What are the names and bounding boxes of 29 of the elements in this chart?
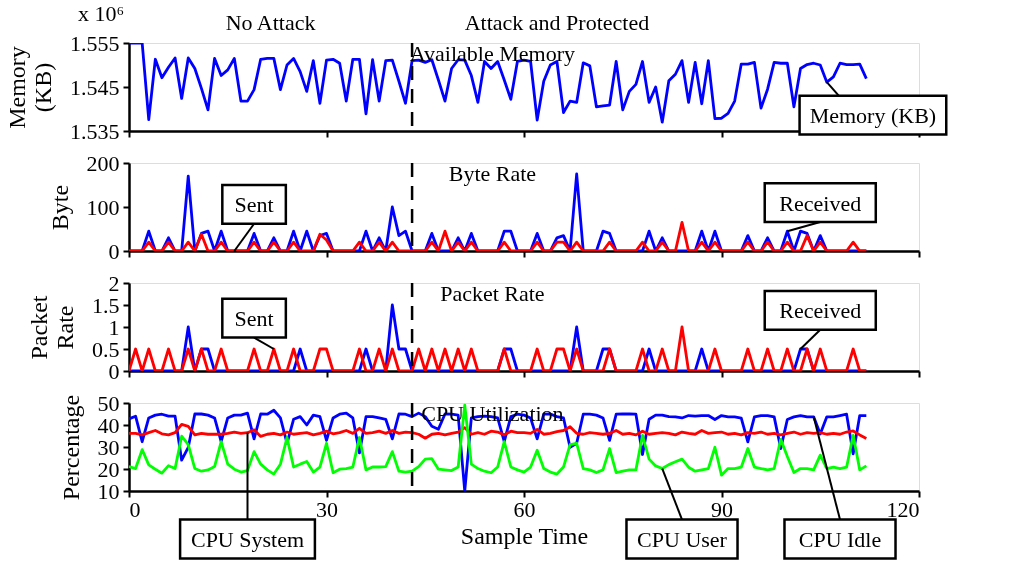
series-label: Memory (KB): [809, 103, 937, 129]
text: No Attack: [225, 10, 316, 35]
y-tick-label: 0: [108, 238, 120, 264]
y-tick-label: 1.555: [70, 30, 120, 56]
chart-title: Byte Rate: [448, 161, 537, 186]
text: x 10⁶: [77, 1, 125, 26]
x-axis-title: Sample Time: [460, 522, 589, 549]
series-label: Sent: [234, 192, 274, 218]
y-axis-title: Byte: [46, 184, 73, 231]
series-label: Received: [779, 190, 862, 216]
x-tick-label: 120: [886, 496, 920, 522]
series-label: Received: [779, 298, 862, 324]
series-label: Sent: [234, 306, 274, 332]
x-tick-label: 0: [129, 496, 141, 522]
y-tick-label: 200: [86, 150, 120, 176]
x-tick-label: 90: [711, 496, 733, 522]
text: Attack and Protected: [464, 10, 650, 35]
text: CPU System: [190, 527, 305, 552]
x-tick-label: 60: [513, 496, 536, 522]
chart-title: Packet Rate: [440, 281, 545, 306]
y-axis-title: Memory (KB): [4, 46, 56, 129]
text: CPU Idle: [798, 527, 882, 552]
y-tick-label: 1.535: [70, 118, 120, 144]
y-axis-title: Packet Rate: [26, 295, 78, 360]
text: CPU User: [637, 527, 728, 552]
x-tick-label: 30: [316, 496, 338, 522]
y-tick-label: 100: [86, 194, 120, 220]
y-tick-label: 1.545: [70, 74, 120, 100]
y-axis-title: Percentage: [57, 394, 84, 501]
